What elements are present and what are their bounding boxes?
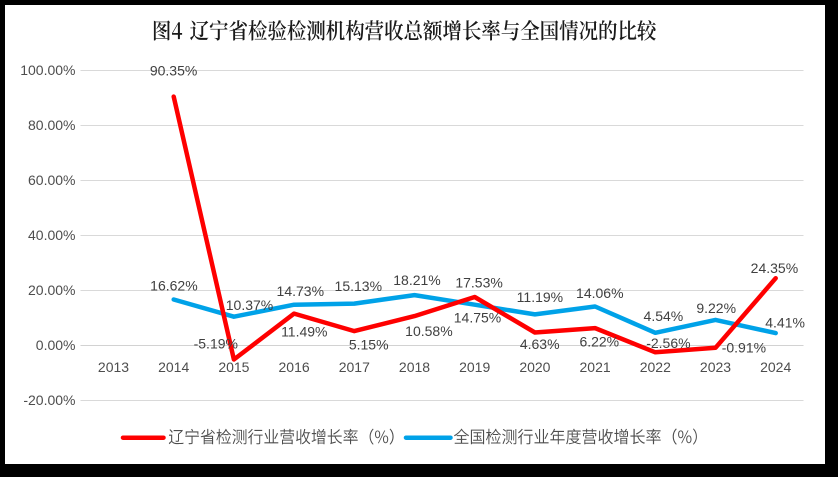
svg-text:2015: 2015 [218,359,249,375]
svg-text:2023: 2023 [700,359,731,375]
svg-text:4.41%: 4.41% [765,314,805,330]
svg-text:16.62%: 16.62% [150,278,197,294]
svg-text:2018: 2018 [399,359,430,375]
svg-text:14.73%: 14.73% [277,283,324,299]
svg-text:2020: 2020 [519,359,550,375]
svg-text:2024: 2024 [760,359,791,375]
svg-text:2019: 2019 [459,359,490,375]
svg-text:10.58%: 10.58% [405,323,452,339]
svg-text:14.75%: 14.75% [454,309,501,325]
svg-text:2014: 2014 [158,359,189,375]
svg-text:10.37%: 10.37% [226,297,273,313]
svg-text:24.35%: 24.35% [751,260,798,276]
svg-text:15.13%: 15.13% [335,278,382,294]
svg-text:2021: 2021 [580,359,611,375]
svg-text:2022: 2022 [640,359,671,375]
svg-text:90.35%: 90.35% [150,62,197,78]
svg-text:11.19%: 11.19% [517,289,563,305]
svg-text:4.63%: 4.63% [520,336,560,352]
svg-text:17.53%: 17.53% [455,274,502,290]
svg-text:18.21%: 18.21% [393,272,440,288]
svg-text:-2.56%: -2.56% [646,335,690,351]
svg-text:20.00%: 20.00% [28,282,75,298]
svg-text:80.00%: 80.00% [28,117,75,133]
svg-text:9.22%: 9.22% [696,300,736,316]
svg-text:4.54%: 4.54% [644,308,684,324]
svg-text:-5.19%: -5.19% [194,335,238,351]
svg-text:-0.91%: -0.91% [722,340,766,356]
svg-text:6.22%: 6.22% [579,333,619,349]
svg-text:11.49%: 11.49% [281,324,327,340]
svg-text:-20.00%: -20.00% [23,392,75,408]
svg-text:14.06%: 14.06% [576,285,623,301]
svg-text:5.15%: 5.15% [349,337,389,353]
svg-text:100.00%: 100.00% [20,62,75,78]
svg-text:0.00%: 0.00% [36,337,76,353]
svg-text:2016: 2016 [279,359,310,375]
svg-text:2017: 2017 [339,359,370,375]
svg-text:60.00%: 60.00% [28,172,75,188]
svg-text:40.00%: 40.00% [28,227,75,243]
svg-text:2013: 2013 [98,359,129,375]
